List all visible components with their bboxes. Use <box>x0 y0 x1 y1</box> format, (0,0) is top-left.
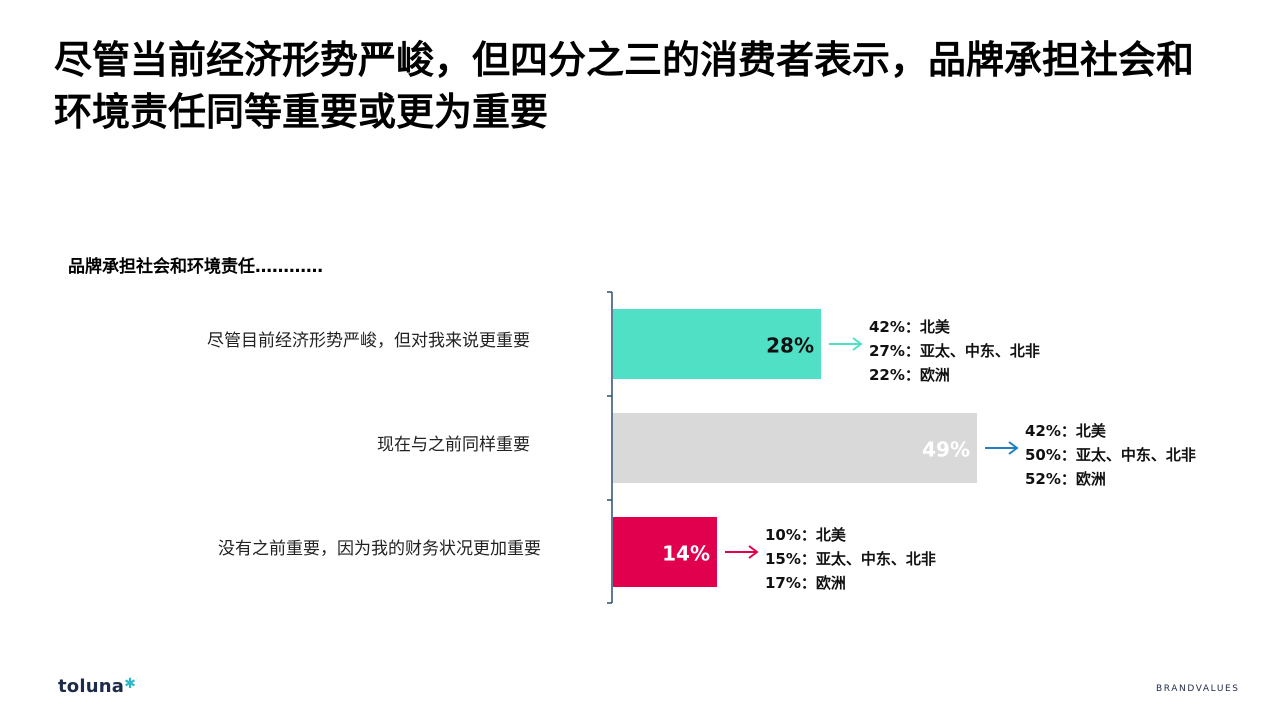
regional-pct: 42%： <box>1025 422 1076 440</box>
toluna-logo-text: toluna <box>58 676 125 697</box>
category-label: 现在与之前同样重要 <box>377 435 530 455</box>
regional-breakdown-item: 27%：亚太、中东、北非 <box>869 342 1040 360</box>
data-label: 14% <box>662 542 710 566</box>
regional-pct: 42%： <box>869 318 920 336</box>
regional-name: 欧洲 <box>920 366 950 384</box>
regional-breakdown-item: 50%：亚太、中东、北非 <box>1025 446 1196 464</box>
data-label: 28% <box>766 334 814 358</box>
regional-name: 北美 <box>816 526 847 544</box>
regional-name: 欧洲 <box>1076 470 1106 488</box>
regional-name: 亚太、中东、北非 <box>816 550 936 568</box>
regional-breakdown-item: 42%：北美 <box>1025 422 1107 440</box>
regional-name: 北美 <box>920 318 951 336</box>
regional-name: 北美 <box>1076 422 1107 440</box>
regional-pct: 22%： <box>869 366 920 384</box>
category-label: 尽管目前经济形势严峻，但对我来说更重要 <box>207 331 530 351</box>
bar <box>613 309 821 379</box>
regional-breakdown-item: 15%：亚太、中东、北非 <box>765 550 936 568</box>
regional-breakdown-item: 42%：北美 <box>869 318 951 336</box>
regional-breakdown-item: 52%：欧洲 <box>1025 470 1106 488</box>
chart-subtitle: 品牌承担社会和环境责任………… <box>68 257 323 277</box>
regional-pct: 10%： <box>765 526 816 544</box>
category-label: 没有之前重要，因为我的财务状况更加重要 <box>218 539 541 559</box>
arrow-head <box>1008 441 1019 455</box>
regional-breakdown-item: 17%：欧洲 <box>765 574 846 592</box>
asterisk-icon: ✱ <box>124 676 137 692</box>
regional-pct: 27%： <box>869 342 920 360</box>
regional-pct: 17%： <box>765 574 816 592</box>
bar <box>613 413 977 483</box>
regional-name: 欧洲 <box>816 574 846 592</box>
page-title: 尽管当前经济形势严峻，但四分之三的消费者表示，品牌承担社会和环境责任同等重要或更… <box>54 38 1195 134</box>
regional-breakdown-item: 22%：欧洲 <box>869 366 950 384</box>
data-label: 49% <box>922 438 970 462</box>
regional-name: 亚太、中东、北非 <box>920 342 1040 360</box>
toluna-logo: toluna✱ <box>58 676 136 697</box>
arrow-head <box>852 337 863 351</box>
regional-breakdown-item: 10%：北美 <box>765 526 847 544</box>
brandvalues-logo: BRANDVALUES <box>1156 684 1240 694</box>
regional-pct: 52%： <box>1025 470 1076 488</box>
regional-name: 亚太、中东、北非 <box>1076 446 1196 464</box>
regional-pct: 50%： <box>1025 446 1076 464</box>
bar <box>613 517 717 587</box>
arrow-head <box>748 545 759 559</box>
regional-pct: 15%： <box>765 550 816 568</box>
